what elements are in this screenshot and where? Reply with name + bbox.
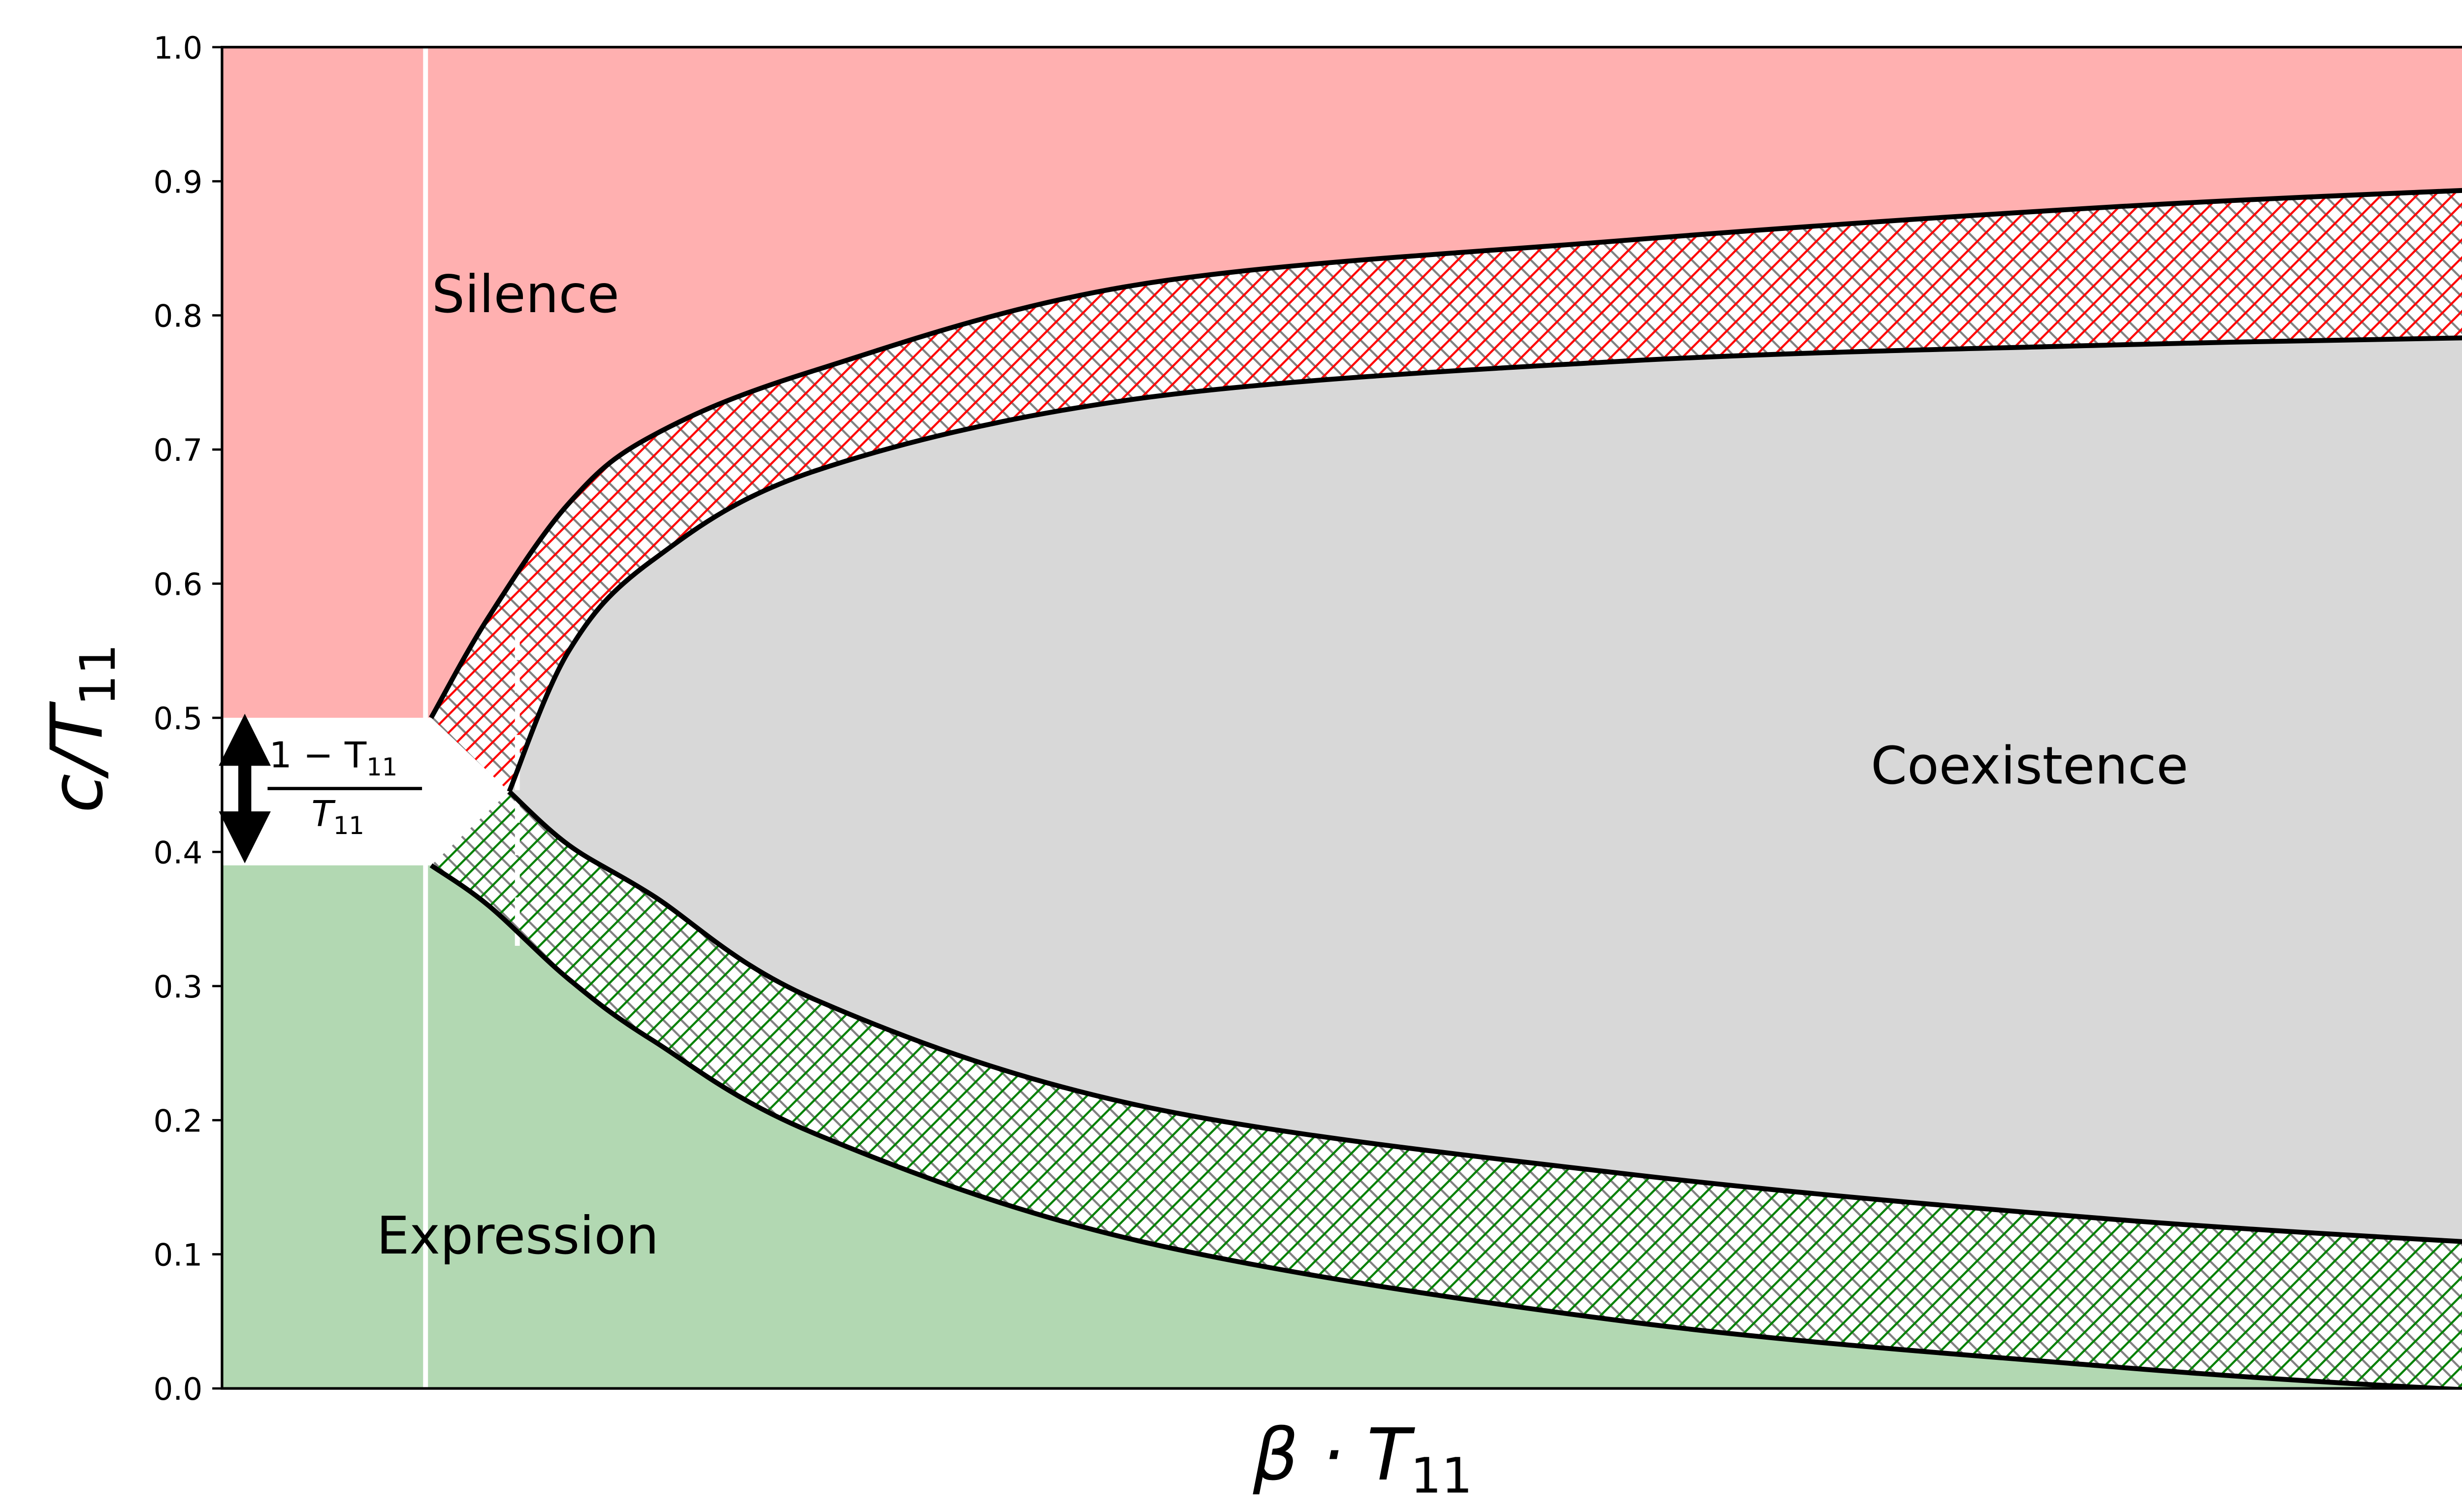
gap-denominator: T11 bbox=[312, 793, 364, 840]
y-tick-label: 0.0 bbox=[154, 1371, 203, 1407]
label-coexistence: Coexistence bbox=[1871, 736, 2188, 796]
y-tick-label: 0.7 bbox=[154, 432, 203, 468]
y-tick-label: 0.1 bbox=[154, 1237, 203, 1273]
x-axis-label-text: β · T bbox=[1252, 1414, 1415, 1497]
label-silence: Silence bbox=[432, 264, 619, 324]
y-tick-label: 0.6 bbox=[154, 567, 203, 603]
gap-numerator-sub: 11 bbox=[366, 753, 397, 781]
gap-numerator-text: 1 − T bbox=[269, 735, 367, 776]
label-expression: Expression bbox=[377, 1205, 659, 1266]
y-tick-label: 0.2 bbox=[154, 1103, 203, 1139]
upper-bistable-band bbox=[431, 190, 2462, 792]
gap-numerator: 1 − T11 bbox=[269, 735, 398, 782]
y-axis-label-sub: 11 bbox=[70, 643, 127, 706]
y-tick-label: 0.8 bbox=[154, 298, 203, 334]
y-tick-label: 1.0 bbox=[154, 30, 203, 66]
lower-outer-boundary bbox=[429, 863, 2462, 1389]
gap-denominator-text: T bbox=[312, 793, 336, 835]
y-tick-label: 0.3 bbox=[154, 969, 203, 1005]
upper-inner-boundary bbox=[507, 335, 2462, 793]
gap-denominator-sub: 11 bbox=[333, 811, 364, 840]
coexistence-region bbox=[509, 338, 2462, 1242]
y-tick-label: 0.9 bbox=[154, 164, 203, 200]
y-axis-label-text: c/T bbox=[36, 701, 119, 813]
silence-region bbox=[222, 47, 2462, 718]
expression-region bbox=[222, 865, 2462, 1389]
y-tick-label: 0.4 bbox=[154, 835, 203, 870]
x-axis-label: β · T11 bbox=[1252, 1414, 1472, 1504]
y-tick-label: 0.5 bbox=[154, 701, 203, 737]
lower-bistable-band bbox=[431, 791, 2462, 1389]
y-axis-label: c/T11 bbox=[36, 643, 127, 813]
upper-outer-boundary bbox=[429, 188, 2462, 719]
x-axis-label-sub: 11 bbox=[1410, 1448, 1472, 1504]
lower-inner-boundary bbox=[507, 790, 2462, 1244]
